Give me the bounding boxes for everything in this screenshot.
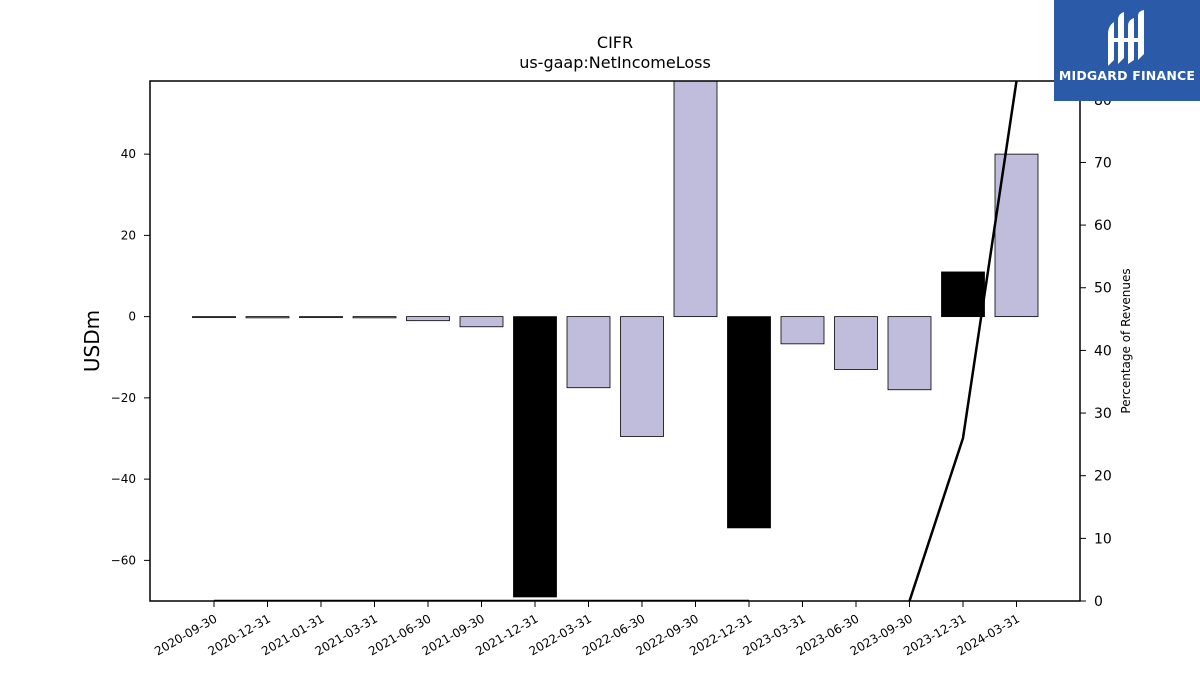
- bar-2022-12-31: [727, 316, 771, 529]
- bar-2021-09-30: [459, 316, 504, 328]
- y2-tick-label: 10: [1094, 531, 1112, 547]
- bar-2021-03-31: [352, 316, 397, 319]
- bars-group: [192, 81, 1039, 598]
- y-ticks-group: −60 −40 −20 0 20 40: [111, 147, 150, 567]
- x-ticks-group: 2020-09-302020-12-312021-01-312021-03-31…: [152, 601, 1022, 658]
- bar-2020-12-31: [245, 316, 290, 319]
- y2-tick-label: 70: [1094, 155, 1112, 171]
- y-axis-label: USDm: [80, 310, 104, 372]
- bar-2022-09-30: [673, 81, 718, 318]
- percentage-line-segment2: [908, 81, 1018, 601]
- y2-tick-label: 20: [1094, 469, 1112, 485]
- plot-frame: [149, 80, 1081, 602]
- y-tick-label: 0: [128, 310, 136, 324]
- y2-axis-label: Percentage of Revenues: [1119, 268, 1133, 413]
- y-tick-label: −20: [111, 391, 136, 405]
- y-tick-label: −40: [111, 472, 136, 486]
- y-tick-label: 20: [121, 228, 136, 242]
- y-tick-label: −60: [111, 553, 136, 567]
- percentage-line-group: [214, 81, 1018, 601]
- y2-tick-label: 60: [1094, 218, 1112, 234]
- midgard-logo-icon: [1108, 10, 1144, 66]
- bar-2023-06-30: [834, 316, 878, 370]
- bar-2020-09-30: [192, 316, 236, 319]
- bar-2022-06-30: [620, 316, 664, 437]
- chart-title: CIFR: [597, 33, 633, 52]
- y2-ticks-group: 01020304050607080: [1080, 93, 1112, 610]
- midgard-finance-logo: MIDGARD FINANCE: [1054, 0, 1200, 101]
- y2-tick-label: 30: [1094, 406, 1112, 422]
- y2-tick-label: 40: [1094, 343, 1112, 359]
- bar-2023-03-31: [780, 316, 825, 345]
- bar-2023-09-30: [887, 316, 932, 391]
- y-tick-label: 40: [121, 147, 136, 161]
- chart-subtitle: us-gaap:NetIncomeLoss: [519, 53, 711, 72]
- bar-2023-12-31: [941, 271, 985, 318]
- bar-2021-12-31: [513, 316, 557, 598]
- bar-2021-01-31: [299, 316, 343, 319]
- y2-tick-label: 50: [1094, 281, 1112, 297]
- y2-tick-label: 0: [1094, 594, 1103, 610]
- logo-text: MIDGARD FINANCE: [1058, 68, 1196, 83]
- bar-2022-03-31: [566, 316, 611, 389]
- bar-2021-06-30: [406, 316, 450, 322]
